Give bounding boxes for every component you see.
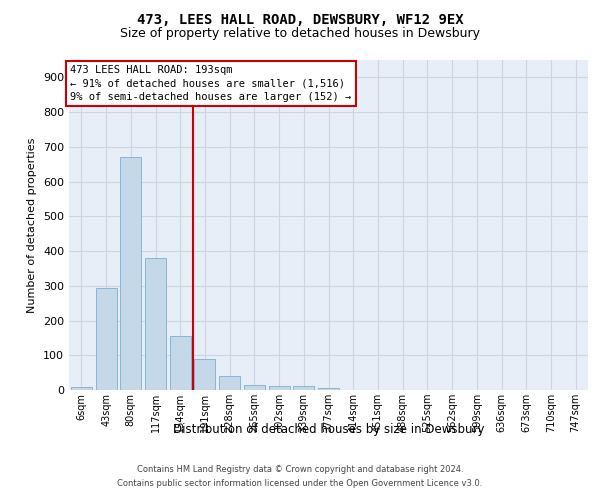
- Bar: [145, 258, 166, 390]
- Text: 473, LEES HALL ROAD, DEWSBURY, WF12 9EX: 473, LEES HALL ROAD, DEWSBURY, WF12 9EX: [137, 12, 463, 26]
- Bar: [269, 386, 290, 390]
- Bar: [95, 288, 116, 390]
- Bar: [170, 336, 191, 390]
- Text: Size of property relative to detached houses in Dewsbury: Size of property relative to detached ho…: [120, 28, 480, 40]
- Text: Distribution of detached houses by size in Dewsbury: Distribution of detached houses by size …: [173, 422, 485, 436]
- Bar: [293, 386, 314, 390]
- Bar: [219, 376, 240, 390]
- Bar: [244, 385, 265, 390]
- Bar: [120, 158, 141, 390]
- Text: Contains HM Land Registry data © Crown copyright and database right 2024.
Contai: Contains HM Land Registry data © Crown c…: [118, 466, 482, 487]
- Text: 473 LEES HALL ROAD: 193sqm
← 91% of detached houses are smaller (1,516)
9% of se: 473 LEES HALL ROAD: 193sqm ← 91% of deta…: [70, 65, 352, 102]
- Bar: [318, 388, 339, 390]
- Y-axis label: Number of detached properties: Number of detached properties: [28, 138, 37, 312]
- Bar: [194, 358, 215, 390]
- Bar: [71, 386, 92, 390]
